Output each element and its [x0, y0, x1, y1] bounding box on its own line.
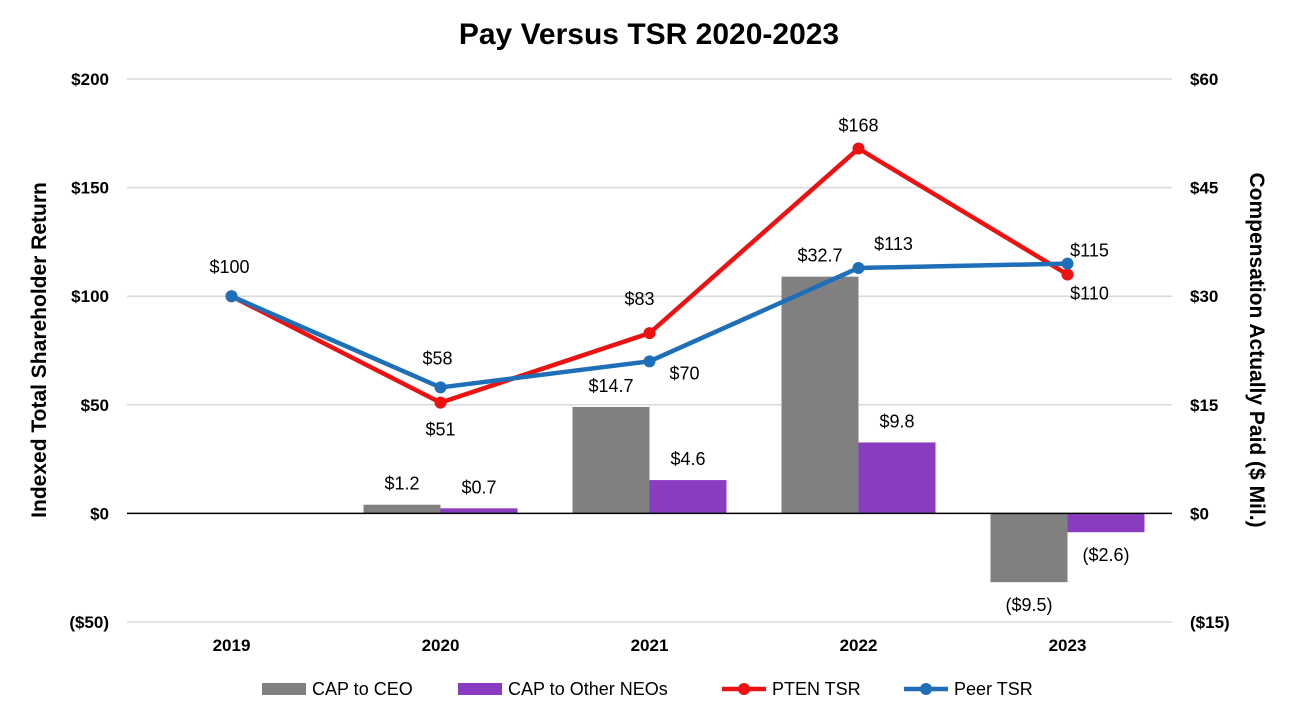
bar-cap-to-other-neos [649, 480, 727, 514]
legend-item: PTEN TSR [722, 679, 861, 699]
point-pten-tsr [643, 327, 656, 340]
legend-label: PTEN TSR [772, 679, 861, 699]
legend-label: CAP to Other NEOs [508, 679, 668, 699]
legend: CAP to CEO CAP to Other NEOs PTEN TSR Peer … [262, 679, 1033, 699]
point-peer-tsr [643, 355, 656, 368]
point-pten-tsr [434, 396, 447, 409]
legend-swatch-marker [738, 683, 750, 695]
bar-cap-to-ceo [363, 504, 441, 514]
legend-swatch [458, 683, 502, 695]
right-tick-label: $60 [1190, 70, 1218, 89]
right-tick-label: $15 [1190, 396, 1218, 415]
bar-cap-to-ceo [990, 513, 1068, 583]
legend-swatch-marker [920, 683, 932, 695]
bar-cap-to-other-neos [858, 442, 936, 514]
left-tick-label: $150 [71, 179, 109, 198]
bar-data-label: $14.7 [588, 376, 633, 396]
bar-data-label: $9.8 [879, 411, 914, 431]
bar-data-label: $4.6 [670, 449, 705, 469]
left-tick-label: $100 [71, 287, 109, 306]
point-peer-tsr [434, 381, 447, 394]
gridlines [127, 78, 1172, 623]
data-labels-layer: $1.2 $14.7 $32.7 ($9.5) $0.7 $4.6 $9.8 ($2.6) $5… [209, 116, 1129, 616]
legend-label: Peer TSR [954, 679, 1033, 699]
bar-data-label: ($9.5) [1005, 595, 1052, 615]
legend-label: CAP to CEO [312, 679, 413, 699]
bar-cap-to-ceo [572, 406, 650, 514]
right-tick-label: $30 [1190, 287, 1218, 306]
bar-data-label: ($2.6) [1082, 545, 1129, 565]
point-peer-tsr [852, 261, 865, 274]
right-tick-label: $0 [1190, 504, 1209, 523]
line-data-label: $70 [669, 363, 699, 383]
x-category-label: 2021 [631, 636, 669, 655]
line-peer-tsr [230, 261, 1068, 390]
legend-swatch [262, 683, 306, 695]
bar-cap-to-other-neos [1067, 513, 1145, 533]
point-pten-tsr [852, 142, 865, 155]
line-data-label: $113 [874, 234, 913, 254]
x-category-label: 2019 [213, 636, 251, 655]
left-tick-label: ($50) [69, 613, 109, 632]
bar-data-label: $32.7 [797, 246, 842, 266]
point-pten-tsr [1061, 268, 1074, 281]
right-tick-label: ($15) [1190, 613, 1230, 632]
bars-layer [363, 276, 1145, 583]
bar-cap-to-other-neos [440, 508, 518, 514]
left-tick-label: $0 [90, 504, 109, 523]
left-axis-title: Indexed Total Shareholder Return [28, 182, 51, 518]
legend-item: Peer TSR [904, 679, 1033, 699]
bar-data-label: $0.7 [461, 477, 496, 497]
bar-cap-to-ceo [781, 276, 859, 514]
line-data-label: $168 [838, 116, 878, 136]
axis-ticks: ($50) $0 $50 $100 $150 $200 ($15) $0 $15 $30 $45 $6… [69, 70, 1229, 655]
line-data-label: $115 [1070, 241, 1109, 261]
bar-data-label: $1.2 [384, 474, 419, 494]
line-data-label: $51 [425, 420, 455, 440]
right-tick-label: $45 [1190, 179, 1218, 198]
point-peer-tsr [225, 290, 238, 303]
point-peer-tsr [1061, 257, 1074, 270]
x-category-label: 2020 [422, 636, 460, 655]
right-axis-title: Compensation Actually Paid ($ Mil.) [1245, 172, 1268, 527]
chart-title: Pay Versus TSR 2020-2023 [459, 18, 839, 51]
line-data-label: $100 [209, 257, 249, 277]
left-tick-label: $200 [71, 70, 109, 89]
line-data-label: $58 [422, 348, 452, 368]
legend-item: CAP to Other NEOs [458, 679, 668, 699]
lines-layer [225, 142, 1074, 409]
x-category-label: 2022 [840, 636, 878, 655]
legend-item: CAP to CEO [262, 679, 413, 699]
line-data-label: $83 [624, 289, 654, 309]
x-category-label: 2023 [1049, 636, 1087, 655]
line-data-label: $110 [1070, 283, 1109, 303]
left-tick-label: $50 [81, 396, 109, 415]
